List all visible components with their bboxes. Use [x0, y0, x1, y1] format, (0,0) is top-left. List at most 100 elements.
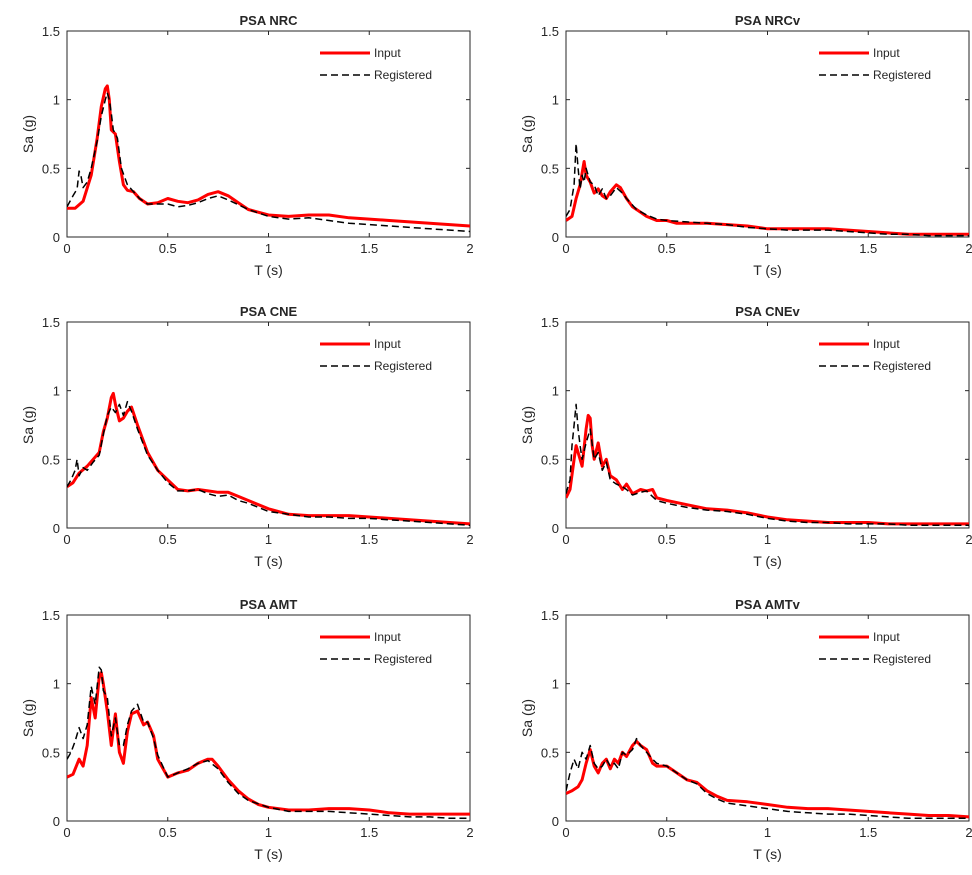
series-group — [566, 142, 969, 237]
legend-label-registered: Registered — [374, 652, 432, 666]
x-tick-label: 1.5 — [360, 241, 378, 256]
chart-title: PSA NRCv — [735, 13, 801, 28]
legend: Input Registered — [819, 630, 931, 666]
y-tick-label: 0.5 — [42, 745, 60, 760]
legend-label-input: Input — [873, 630, 900, 644]
y-axis-label: Sa (g) — [519, 406, 535, 444]
x-tick-label: 2 — [965, 825, 972, 840]
y-axis-label: Sa (g) — [20, 115, 36, 153]
y-tick-label: 1 — [53, 93, 60, 108]
x-axis-label: T (s) — [753, 846, 782, 862]
x-tick-label: 1 — [764, 241, 771, 256]
x-tick-label: 1 — [265, 825, 272, 840]
x-tick-label: 0 — [63, 241, 70, 256]
axes-frame — [565, 30, 970, 238]
y-tick-label: 0 — [53, 814, 60, 829]
axes-frame — [565, 321, 970, 529]
x-tick-label: 1.5 — [859, 241, 877, 256]
y-tick-label: 1 — [552, 93, 559, 108]
legend: Input Registered — [819, 46, 931, 82]
x-tick-label: 0.5 — [159, 825, 177, 840]
legend-label-registered: Registered — [374, 68, 432, 82]
legend-label-input: Input — [374, 46, 401, 60]
legend-label-input: Input — [374, 337, 401, 351]
y-tick-label: 1.5 — [541, 24, 559, 39]
series-group — [566, 403, 969, 527]
y-axis-label: Sa (g) — [20, 406, 36, 444]
legend: Input Registered — [320, 46, 432, 82]
x-tick-label: 1.5 — [859, 825, 877, 840]
y-tick-label: 0.5 — [541, 745, 559, 760]
subplot-6: 0 0.5 1 1.5 2 0 0.5 1 1.5 PSA AMTv T (s) Sa (g) Inpu… — [519, 597, 972, 862]
x-tick-label: 1 — [265, 532, 272, 547]
series-group — [67, 84, 470, 233]
y-axis-label: Sa (g) — [519, 699, 535, 737]
y-axis-label: Sa (g) — [519, 115, 535, 153]
axes-frame — [66, 30, 471, 238]
y-tick-label: 0.5 — [541, 452, 559, 467]
x-axis-label: T (s) — [753, 553, 782, 569]
x-tick-label: 2 — [466, 532, 473, 547]
chart-title: PSA NRC — [239, 13, 298, 28]
legend-label-registered: Registered — [873, 68, 931, 82]
y-tick-label: 1 — [552, 677, 559, 692]
y-tick-label: 1.5 — [541, 315, 559, 330]
y-tick-label: 0.5 — [42, 452, 60, 467]
x-tick-label: 0.5 — [159, 241, 177, 256]
x-tick-label: 0 — [562, 532, 569, 547]
x-tick-label: 0 — [562, 825, 569, 840]
series-group — [566, 737, 969, 820]
x-tick-label: 1 — [265, 241, 272, 256]
series-line-registered — [566, 403, 969, 527]
y-axis-label: Sa (g) — [20, 699, 36, 737]
subplot-4: 0 0.5 1 1.5 2 0 0.5 1 1.5 PSA CNEv T (s) Sa (g) Inpu… — [519, 304, 972, 569]
x-tick-label: 0 — [63, 825, 70, 840]
series-line-input — [67, 84, 470, 228]
y-tick-label: 0 — [53, 230, 60, 245]
subplot-1: 0 0.5 1 1.5 2 0 0.5 1 1.5 PSA NRC T (s) Sa (g) Input… — [20, 13, 474, 278]
series-line-input — [566, 739, 969, 819]
series-line-registered — [67, 400, 470, 527]
x-tick-label: 1.5 — [360, 825, 378, 840]
legend: Input Registered — [320, 337, 432, 373]
x-tick-label: 2 — [965, 532, 972, 547]
x-tick-label: 0 — [562, 241, 569, 256]
y-tick-label: 1.5 — [541, 608, 559, 623]
chart-title: PSA AMT — [240, 597, 298, 612]
legend-label-registered: Registered — [873, 359, 931, 373]
chart-title: PSA CNEv — [735, 304, 800, 319]
subplot-2: 0 0.5 1 1.5 2 0 0.5 1 1.5 PSA NRCv T (s) Sa (g) Inpu… — [519, 13, 972, 278]
series-line-registered — [566, 737, 969, 820]
x-tick-label: 0.5 — [658, 825, 676, 840]
series-group — [67, 391, 470, 527]
y-tick-label: 0.5 — [541, 161, 559, 176]
legend-label-registered: Registered — [374, 359, 432, 373]
series-line-input — [67, 671, 470, 816]
legend-label-input: Input — [873, 337, 900, 351]
legend: Input Registered — [320, 630, 432, 666]
y-tick-label: 0.5 — [42, 161, 60, 176]
x-tick-label: 2 — [466, 825, 473, 840]
chart-title: PSA CNE — [240, 304, 298, 319]
subplot-3: 0 0.5 1 1.5 2 0 0.5 1 1.5 PSA CNE T (s) Sa (g) Input… — [20, 304, 474, 569]
legend-label-input: Input — [873, 46, 900, 60]
chart-title: PSA AMTv — [735, 597, 801, 612]
y-tick-label: 0 — [552, 814, 559, 829]
axes-frame — [565, 614, 970, 822]
x-axis-label: T (s) — [753, 262, 782, 278]
y-tick-label: 1.5 — [42, 315, 60, 330]
y-tick-label: 1.5 — [42, 608, 60, 623]
subplot-5: 0 0.5 1 1.5 2 0 0.5 1 1.5 PSA AMT T (s) Sa (g) Input… — [20, 597, 474, 862]
x-tick-label: 1.5 — [360, 532, 378, 547]
y-tick-label: 0 — [552, 230, 559, 245]
x-tick-label: 0.5 — [658, 532, 676, 547]
x-tick-label: 2 — [466, 241, 473, 256]
x-tick-label: 0.5 — [658, 241, 676, 256]
legend: Input Registered — [819, 337, 931, 373]
y-tick-label: 0 — [552, 521, 559, 536]
y-tick-label: 1.5 — [42, 24, 60, 39]
x-tick-label: 1.5 — [859, 532, 877, 547]
axes-frame — [66, 614, 471, 822]
series-group — [67, 666, 470, 820]
